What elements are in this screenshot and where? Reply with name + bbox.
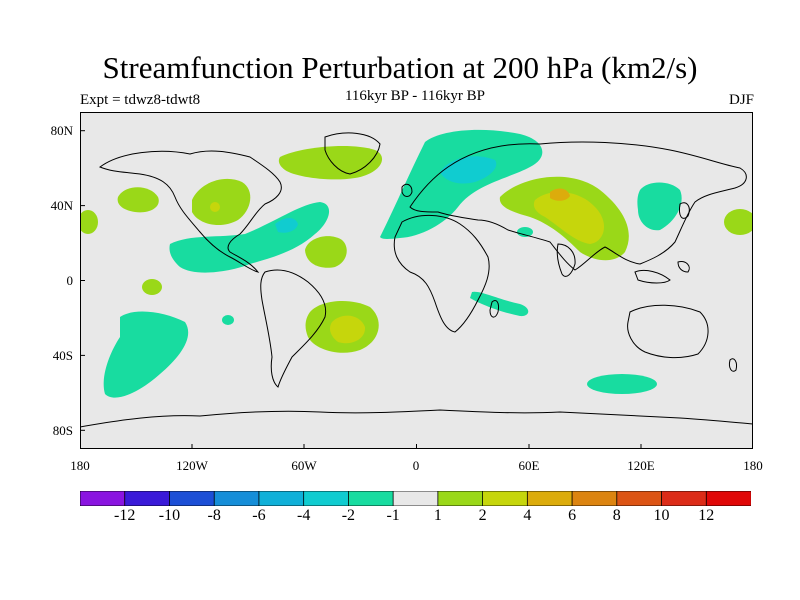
- lat-label-40n: 40N: [50, 198, 73, 213]
- lat-label-80s: 80S: [52, 423, 73, 438]
- colorbar-label: -2: [341, 507, 356, 524]
- colorbar-swatch: [303, 491, 350, 506]
- colorbar-swatch: [80, 491, 126, 506]
- colorbar-swatch: [482, 491, 529, 506]
- map-frame: [80, 112, 753, 449]
- season-label: DJF: [728, 92, 754, 108]
- contour-date-line-east: [724, 209, 753, 235]
- colorbar-label: 1: [433, 507, 442, 524]
- colorbar-swatch: [213, 491, 260, 506]
- contour-japan: [637, 182, 682, 231]
- colorbar-swatch: [616, 491, 663, 506]
- map-svg: [80, 112, 753, 449]
- period-label: 116kyr BP - 116kyr BP: [344, 88, 485, 104]
- contour-middle-east: [517, 227, 533, 237]
- colorbar-swatch: [571, 491, 618, 506]
- colorbar-swatch: [124, 491, 171, 506]
- colorbar-label: 2: [478, 507, 487, 524]
- lon-label-180e: 180: [743, 458, 763, 473]
- colorbar-swatch: [347, 491, 394, 506]
- contour-east-pacific: [117, 187, 159, 213]
- experiment-label: Expt = tdwz8-tdwt8: [80, 92, 201, 108]
- colorbar-label: 10: [653, 507, 670, 524]
- colorbar-label: 6: [568, 507, 577, 524]
- contour-north-america: [192, 178, 251, 226]
- contour-arctic-na: [278, 146, 383, 180]
- colorbar-label: -10: [158, 507, 181, 524]
- colorbar-swatch: [661, 491, 707, 506]
- contour-south-atlantic-core: [330, 315, 366, 344]
- colorbar: [80, 491, 751, 506]
- coastlines: [80, 132, 753, 428]
- colorbar-swatch: [169, 491, 215, 506]
- colorbar-swatch: [392, 491, 439, 506]
- lon-label-120w: 120W: [176, 458, 208, 473]
- contour-asia-core: [550, 188, 570, 201]
- contour-indian-ocean: [470, 291, 529, 317]
- contour-date-line-west: [80, 210, 98, 234]
- contour-southern-ocean: [587, 374, 657, 394]
- colorbar-label: -12: [114, 507, 136, 524]
- contour-asia-mid: [533, 191, 605, 244]
- colorbar-label: 8: [612, 507, 621, 524]
- colorbar-swatch: [526, 491, 573, 506]
- map-title: Streamfunction Perturbation at 200 hPa (…: [102, 50, 698, 85]
- lat-label-80n: 80N: [50, 123, 73, 138]
- colorbar-label: 12: [698, 507, 715, 524]
- map-panel: [80, 112, 753, 449]
- colorbar-swatch: [258, 491, 305, 506]
- colorbar-label: 4: [523, 507, 532, 524]
- colorbar-swatch: [705, 491, 751, 506]
- colorbar-label: -1: [386, 507, 400, 524]
- lon-label-180w: 180: [70, 458, 90, 473]
- colorbar-label: -6: [252, 507, 266, 524]
- contour-small-sp: [222, 315, 234, 325]
- lon-label-60w: 60W: [291, 458, 317, 473]
- contour-mid-atlantic: [305, 236, 347, 268]
- contour-fills: [80, 129, 753, 398]
- lon-label-60e: 60E: [518, 458, 540, 473]
- lon-label-120e: 120E: [627, 458, 655, 473]
- lat-label-eq: 0: [66, 273, 74, 288]
- contour-equatorial-pacific: [142, 279, 162, 295]
- contour-south-pacific: [103, 311, 189, 398]
- colorbar-label: -4: [296, 507, 311, 524]
- lat-label-40s: 40S: [52, 348, 73, 363]
- contour-na-core: [210, 202, 220, 212]
- contour-caribbean-core: [275, 218, 298, 233]
- colorbar-swatch: [437, 491, 484, 506]
- lon-label-0: 0: [412, 458, 420, 473]
- colorbar-label: -8: [207, 507, 221, 524]
